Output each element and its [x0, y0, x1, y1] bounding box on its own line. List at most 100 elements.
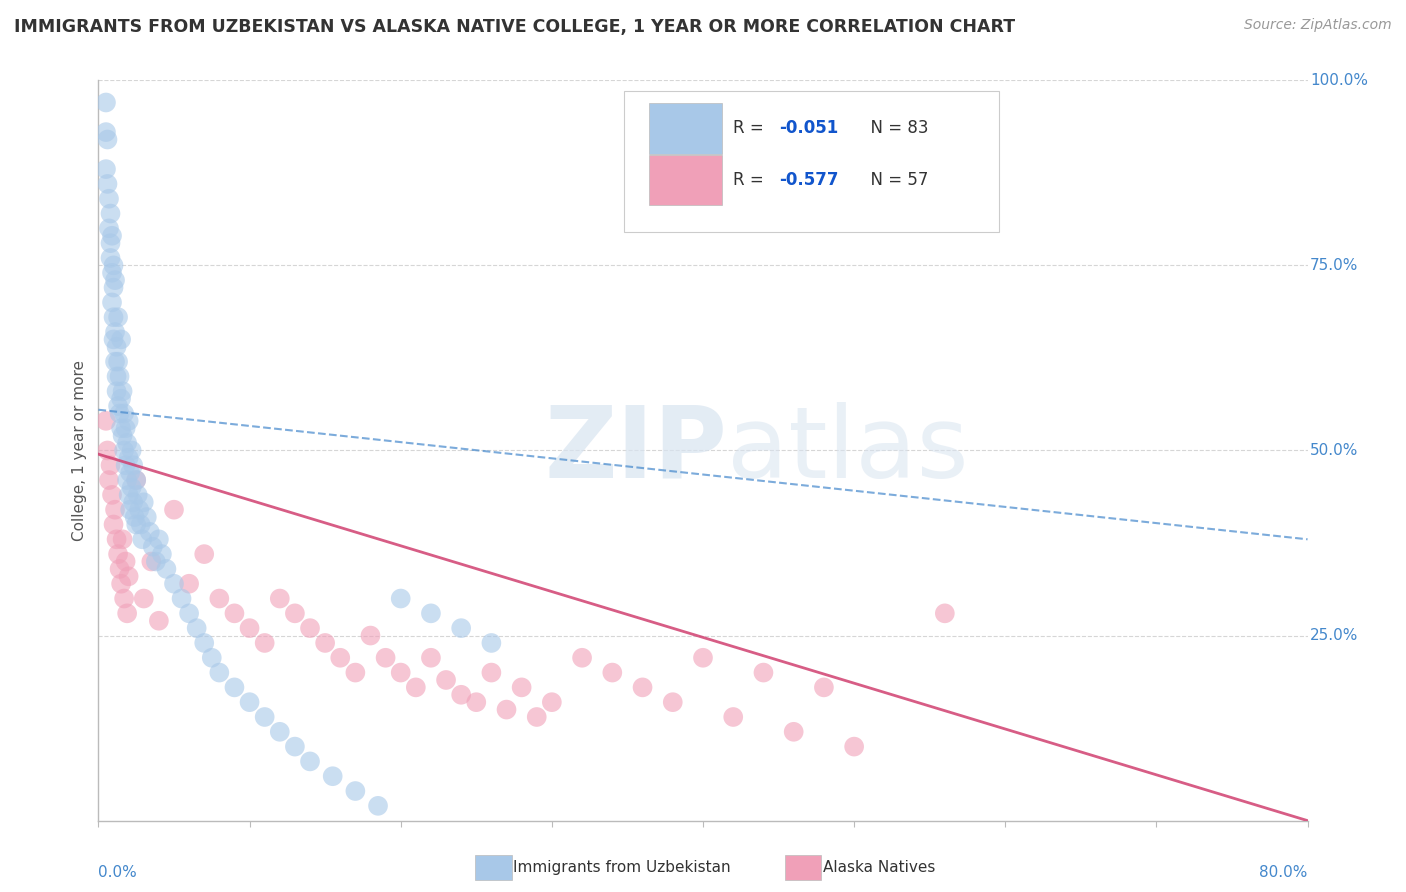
- Point: [405, 681, 427, 695]
- Point: [110, 576, 132, 591]
- Point: [108, 369, 131, 384]
- Point: [322, 769, 344, 783]
- Point: [389, 665, 412, 680]
- Point: [105, 340, 128, 354]
- Point: [465, 695, 488, 709]
- Point: [224, 607, 246, 621]
- Point: [120, 466, 142, 480]
- Text: Alaska Natives: Alaska Natives: [823, 860, 935, 874]
- Point: [112, 407, 135, 421]
- Point: [107, 399, 129, 413]
- Point: [100, 251, 122, 265]
- Point: [100, 236, 122, 251]
- Text: 80.0%: 80.0%: [1260, 865, 1308, 880]
- Point: [193, 547, 215, 561]
- Point: [94, 95, 117, 110]
- Point: [329, 650, 352, 665]
- Point: [132, 495, 155, 509]
- Point: [105, 369, 128, 384]
- Point: [114, 458, 136, 473]
- Point: [118, 450, 141, 465]
- Point: [631, 681, 654, 695]
- Text: Immigrants from Uzbekistan: Immigrants from Uzbekistan: [513, 860, 731, 874]
- Point: [108, 562, 131, 576]
- Point: [253, 636, 276, 650]
- Point: [148, 533, 170, 547]
- Point: [100, 206, 122, 220]
- Point: [111, 428, 134, 442]
- Point: [253, 710, 276, 724]
- Point: [481, 665, 503, 680]
- Point: [118, 414, 141, 428]
- Point: [118, 569, 141, 583]
- Point: [141, 555, 163, 569]
- Text: N = 57: N = 57: [860, 171, 928, 189]
- Point: [101, 295, 124, 310]
- Point: [179, 576, 201, 591]
- Point: [135, 510, 157, 524]
- Point: [121, 443, 143, 458]
- Point: [783, 724, 806, 739]
- Point: [110, 421, 132, 435]
- Point: [98, 473, 121, 487]
- Point: [98, 192, 121, 206]
- Point: [179, 607, 201, 621]
- Text: R =: R =: [734, 120, 769, 137]
- Point: [96, 177, 118, 191]
- Point: [540, 695, 562, 709]
- Point: [107, 354, 129, 368]
- Point: [208, 591, 231, 606]
- Point: [526, 710, 548, 724]
- Point: [104, 273, 127, 287]
- Point: [367, 798, 389, 813]
- Point: [105, 384, 128, 399]
- Point: [510, 681, 533, 695]
- Point: [571, 650, 593, 665]
- Point: [145, 555, 167, 569]
- Point: [94, 125, 117, 139]
- Point: [107, 547, 129, 561]
- Point: [108, 407, 131, 421]
- Point: [844, 739, 866, 754]
- Point: [122, 458, 145, 473]
- Point: [344, 784, 367, 798]
- Point: [450, 621, 472, 635]
- Point: [934, 607, 956, 621]
- Point: [139, 524, 162, 539]
- Point: [420, 607, 443, 621]
- Point: [142, 540, 165, 554]
- Point: [111, 533, 134, 547]
- Point: [103, 280, 125, 294]
- Point: [115, 473, 138, 487]
- Point: [98, 221, 121, 235]
- Point: [434, 673, 457, 687]
- Text: Source: ZipAtlas.com: Source: ZipAtlas.com: [1244, 18, 1392, 32]
- Point: [125, 517, 148, 532]
- Point: [481, 636, 503, 650]
- Point: [120, 502, 142, 516]
- Point: [495, 703, 517, 717]
- Point: [105, 533, 128, 547]
- Point: [107, 310, 129, 325]
- Point: [269, 591, 291, 606]
- Point: [602, 665, 624, 680]
- Point: [163, 576, 186, 591]
- Text: 75.0%: 75.0%: [1310, 258, 1358, 273]
- Point: [121, 480, 143, 494]
- Point: [114, 421, 136, 435]
- Text: atlas: atlas: [727, 402, 969, 499]
- Y-axis label: College, 1 year or more: College, 1 year or more: [72, 360, 87, 541]
- Text: 100.0%: 100.0%: [1310, 73, 1368, 87]
- FancyBboxPatch shape: [648, 103, 723, 153]
- Point: [118, 488, 141, 502]
- Text: -0.051: -0.051: [779, 120, 838, 137]
- Point: [208, 665, 231, 680]
- Point: [132, 591, 155, 606]
- Point: [96, 443, 118, 458]
- Point: [122, 495, 145, 509]
- Point: [101, 228, 124, 243]
- Point: [374, 650, 396, 665]
- Point: [344, 665, 367, 680]
- Text: N = 83: N = 83: [860, 120, 929, 137]
- Point: [103, 332, 125, 346]
